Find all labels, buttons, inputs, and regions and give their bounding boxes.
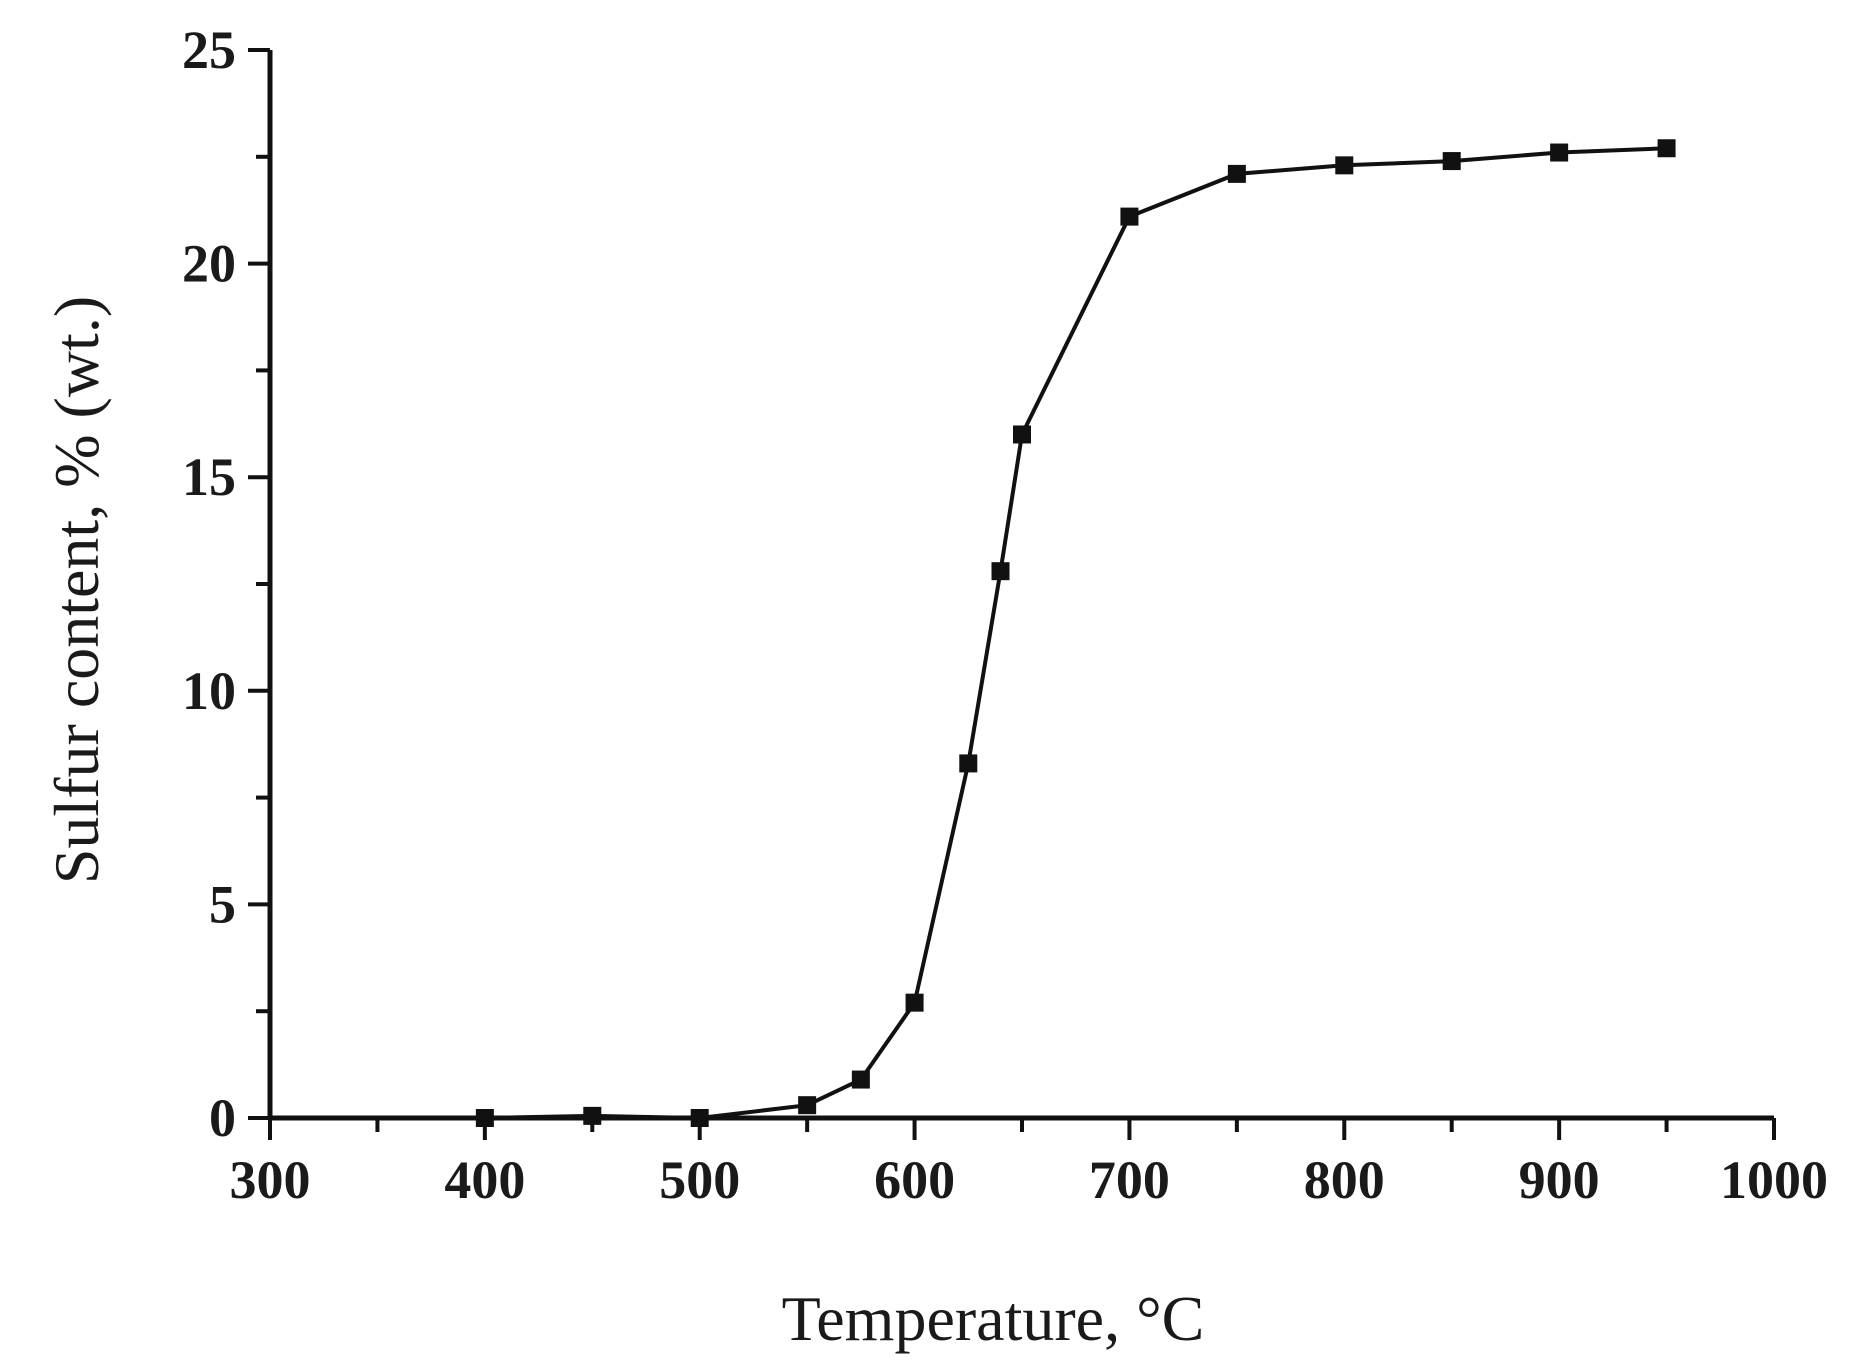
data-point <box>1657 139 1676 158</box>
x-axis-title: Temperature, °C <box>782 1283 1205 1354</box>
series-line <box>484 146 1667 1121</box>
data-point <box>1120 207 1139 226</box>
data-point <box>1335 156 1354 175</box>
x-tick-label: 300 <box>230 1150 311 1210</box>
data-point <box>905 993 924 1012</box>
y-tick-label: 20 <box>182 234 236 294</box>
x-tick-label: 800 <box>1304 1150 1385 1210</box>
data-point <box>959 754 978 773</box>
x-tick-label: 1000 <box>1720 1150 1828 1210</box>
data-point <box>1227 164 1246 183</box>
y-tick-label: 15 <box>182 447 236 507</box>
x-tick-label: 400 <box>444 1150 525 1210</box>
data-point <box>798 1096 817 1115</box>
y-axis-title: Sulfur content, % (wt.) <box>41 296 112 884</box>
data-point <box>991 562 1010 581</box>
x-tick-label: 600 <box>874 1150 955 1210</box>
data-series <box>475 139 1676 1127</box>
y-tick-label: 0 <box>209 1088 236 1148</box>
data-point <box>851 1070 870 1089</box>
y-tick-label: 5 <box>209 874 236 934</box>
data-point <box>1550 143 1569 162</box>
y-tick-label: 25 <box>182 20 236 80</box>
x-tick-label: 700 <box>1089 1150 1170 1210</box>
data-point <box>1013 425 1031 444</box>
data-point <box>1442 152 1461 171</box>
y-tick-label: 10 <box>182 661 236 721</box>
x-axis: 300 400 500 600 700 800 900 1000 <box>230 1115 1828 1210</box>
x-tick-label: 900 <box>1519 1150 1600 1210</box>
x-tick-label: 500 <box>659 1150 740 1210</box>
data-point <box>690 1109 709 1127</box>
y-axis: 0 5 10 15 20 25 <box>182 20 273 1148</box>
data-point <box>475 1109 494 1127</box>
data-point <box>583 1106 602 1125</box>
